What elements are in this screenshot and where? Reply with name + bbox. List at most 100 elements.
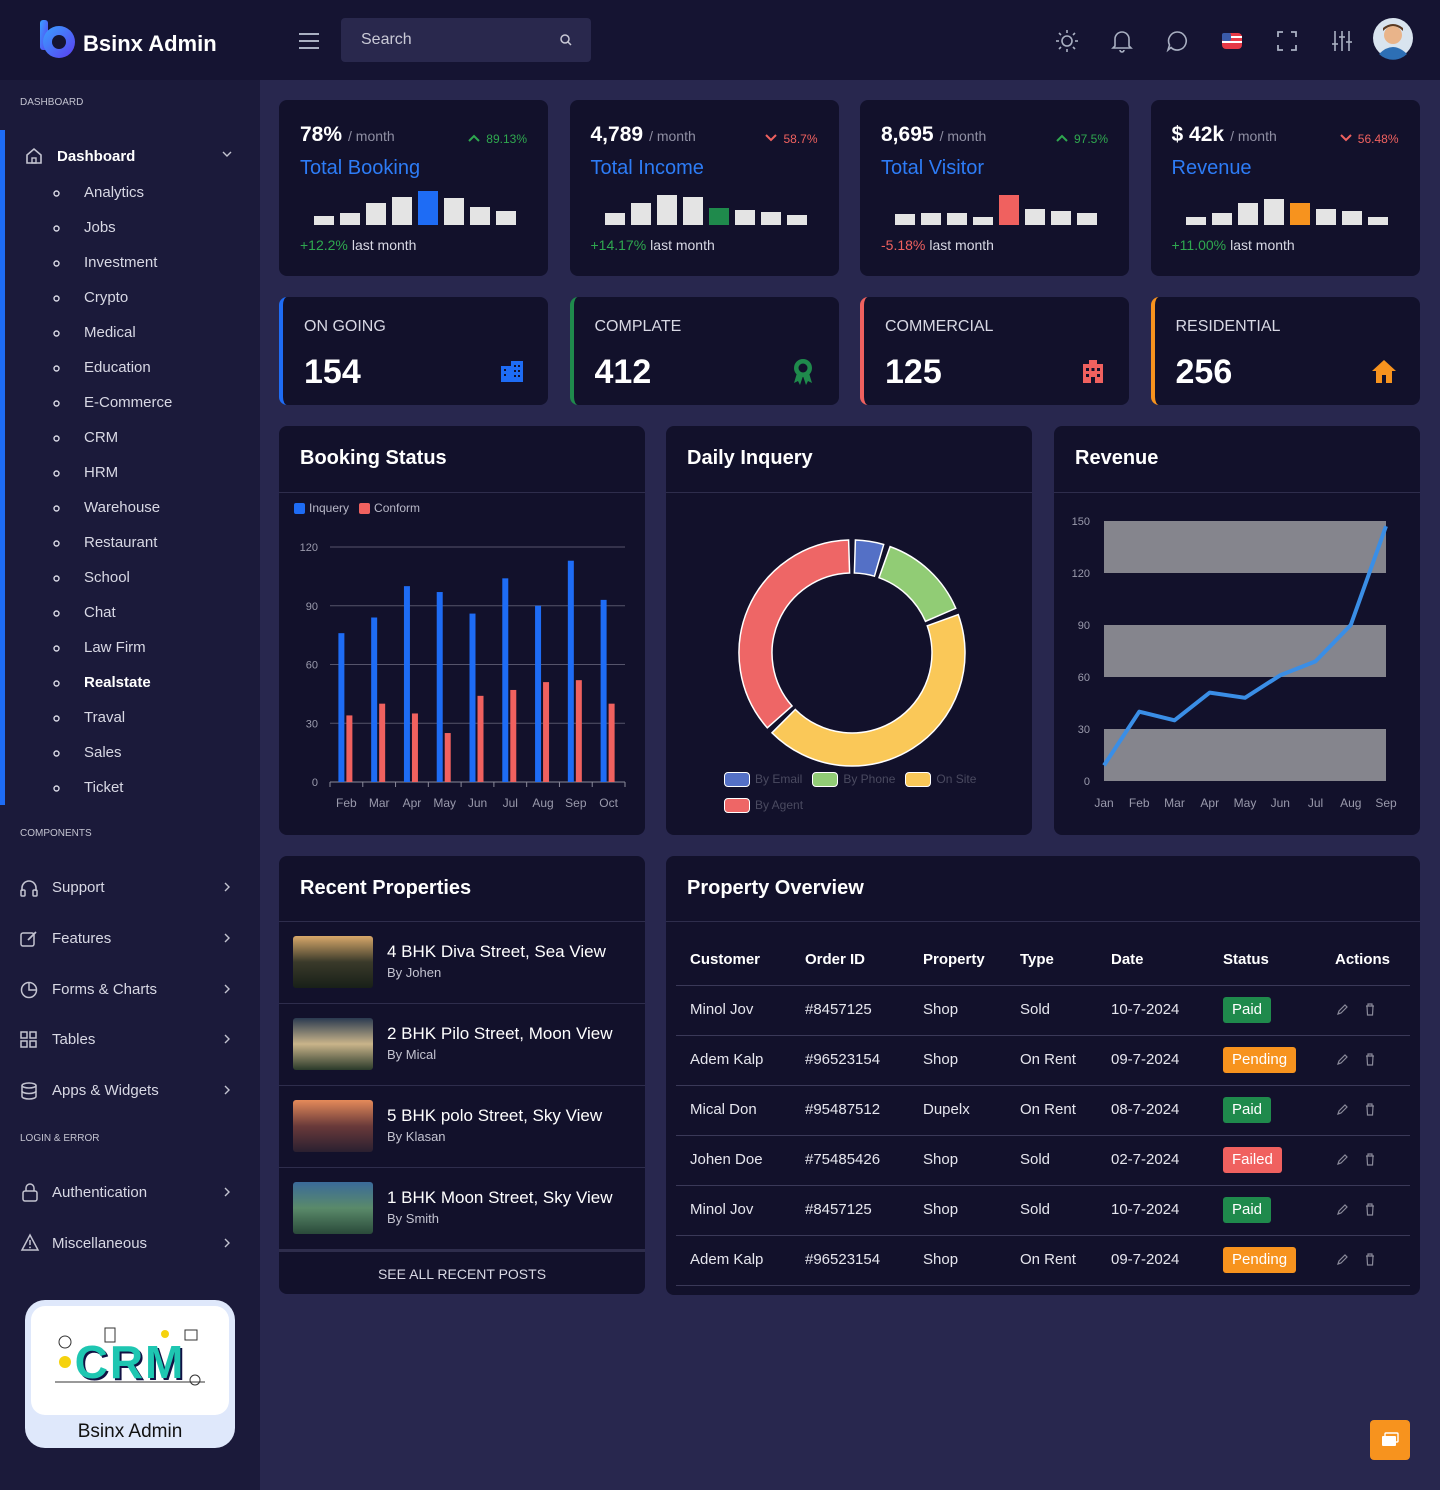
- icon-part: [189, 1374, 201, 1386]
- stat-period: / month: [348, 128, 395, 144]
- menu-item[interactable]: Apps & Widgets: [52, 1082, 159, 1100]
- delete-action[interactable]: [1365, 1103, 1375, 1116]
- submenu-item[interactable]: Medical: [84, 324, 136, 341]
- divider: [666, 921, 1420, 922]
- icon-part: [1166, 31, 1188, 53]
- menu-item[interactable]: Support: [52, 879, 105, 896]
- edit-action[interactable]: [1336, 1103, 1349, 1116]
- submenu-item[interactable]: Investment: [84, 254, 158, 271]
- submenu-item[interactable]: Ticket: [84, 779, 124, 796]
- recent-properties: Recent Properties 4 BHK Diva Street, Sea …: [279, 856, 645, 1294]
- icon-part: [518, 370, 520, 372]
- legend-label: On Site: [936, 772, 977, 786]
- table-cell: Minol Jov: [690, 1201, 754, 1218]
- table-cell: Adem Kalp: [690, 1051, 764, 1068]
- table-cell: Shop: [923, 1001, 959, 1018]
- submenu-item[interactable]: Traval: [84, 709, 126, 726]
- menu-item[interactable]: Tables: [52, 1031, 96, 1049]
- edit-action[interactable]: [1336, 1203, 1349, 1216]
- menu-item[interactable]: Authentication: [52, 1184, 148, 1201]
- header-icon[interactable]: [1276, 30, 1298, 52]
- stat-bar: [1077, 213, 1097, 225]
- y-tick-label: 60: [1078, 672, 1090, 684]
- submenu-item[interactable]: Sales: [84, 744, 122, 761]
- avatar[interactable]: [1373, 18, 1413, 60]
- delete-action[interactable]: [1365, 1203, 1375, 1216]
- delete-action[interactable]: [1365, 1053, 1375, 1066]
- table-cell: 08-7-2024: [1111, 1101, 1180, 1118]
- stat-bars: [604, 195, 807, 225]
- submenu-item[interactable]: E-Commerce: [84, 394, 173, 411]
- stat-bars: [895, 195, 1097, 225]
- icon-part: [468, 134, 481, 142]
- submenu-item[interactable]: HRM: [84, 464, 119, 481]
- menu-item[interactable]: Features: [52, 929, 112, 947]
- submenu-dot: [53, 225, 60, 232]
- status-card: COMMERCIAL 125: [860, 297, 1129, 405]
- submenu-item[interactable]: Warehouse: [84, 499, 161, 516]
- status-value: 412: [594, 353, 652, 391]
- edit-action[interactable]: [1336, 1003, 1349, 1016]
- delete-action[interactable]: [1365, 1003, 1375, 1016]
- edit-action[interactable]: [1336, 1153, 1349, 1166]
- stat-bar: [1185, 217, 1206, 225]
- legend-item[interactable]: By Email: [724, 766, 802, 792]
- legend-item[interactable]: By Phone: [812, 766, 895, 792]
- stat-change: 58.7%: [765, 129, 818, 149]
- property-title[interactable]: 2 BHK Pilo Street, Moon View: [387, 1024, 613, 1043]
- header-icon[interactable]: [1166, 30, 1188, 53]
- stat-bar: [947, 213, 967, 225]
- stat-bar: [895, 214, 915, 225]
- header-icon[interactable]: [1221, 30, 1243, 52]
- delete-action[interactable]: [1365, 1253, 1375, 1266]
- icon-part: [1366, 1253, 1374, 1266]
- edit-action[interactable]: [1336, 1253, 1349, 1266]
- icon-part: [504, 374, 506, 376]
- property-title[interactable]: 5 BHK polo Street, Sky View: [387, 1106, 603, 1125]
- submenu-item[interactable]: Education: [84, 359, 151, 376]
- search-box[interactable]: [341, 18, 591, 62]
- bar: [436, 592, 443, 782]
- property-title[interactable]: 4 BHK Diva Street, Sea View: [387, 942, 606, 961]
- doughnut-segment: [738, 539, 851, 729]
- icon-part: [25, 1183, 35, 1191]
- menu-toggle[interactable]: [299, 33, 319, 49]
- icon-part: [21, 880, 37, 891]
- property-title[interactable]: 1 BHK Moon Street, Sky View: [387, 1188, 613, 1207]
- section-heading: DASHBOARD: [20, 97, 84, 108]
- submenu-item[interactable]: Chat: [84, 604, 116, 621]
- icon-part: [1058, 46, 1062, 50]
- row-line: [676, 1135, 1410, 1136]
- menu-item[interactable]: Dashboard: [57, 148, 136, 165]
- edit-action[interactable]: [1336, 1053, 1349, 1066]
- submenu-item[interactable]: Crypto: [84, 289, 129, 306]
- bar: [502, 578, 509, 782]
- header-icon[interactable]: [1331, 30, 1353, 52]
- see-all-link[interactable]: SEE ALL RECENT POSTS: [377, 1266, 547, 1282]
- header-icon[interactable]: [1111, 30, 1133, 53]
- header-icon[interactable]: [1056, 30, 1078, 52]
- submenu-item[interactable]: School: [84, 569, 130, 586]
- stat-bar: [392, 197, 412, 225]
- stat-bar: [1237, 203, 1258, 225]
- legend: By Email By Phone On Site By Agent: [724, 766, 1004, 818]
- submenu-item[interactable]: CRM: [84, 429, 119, 446]
- submenu-item[interactable]: Analytics: [84, 184, 145, 201]
- column-header: Status: [1223, 951, 1269, 968]
- submenu-item[interactable]: Realstate: [84, 674, 151, 691]
- submenu-dot: [53, 365, 60, 372]
- icon-part: [1340, 134, 1352, 142]
- submenu-item[interactable]: Restaurant: [84, 534, 158, 551]
- submenu-item[interactable]: Law Firm: [84, 639, 146, 656]
- stat-bar: [656, 195, 677, 225]
- legend-item[interactable]: On Site: [905, 766, 976, 792]
- menu-item[interactable]: Forms & Charts: [52, 980, 158, 998]
- row-line: [676, 1235, 1410, 1236]
- delete-action[interactable]: [1365, 1153, 1375, 1166]
- menu-item[interactable]: Miscellaneous: [52, 1235, 148, 1252]
- legend-item[interactable]: By Agent: [724, 792, 803, 818]
- stat-title: Revenue: [1171, 157, 1252, 179]
- submenu-item[interactable]: Jobs: [84, 219, 116, 236]
